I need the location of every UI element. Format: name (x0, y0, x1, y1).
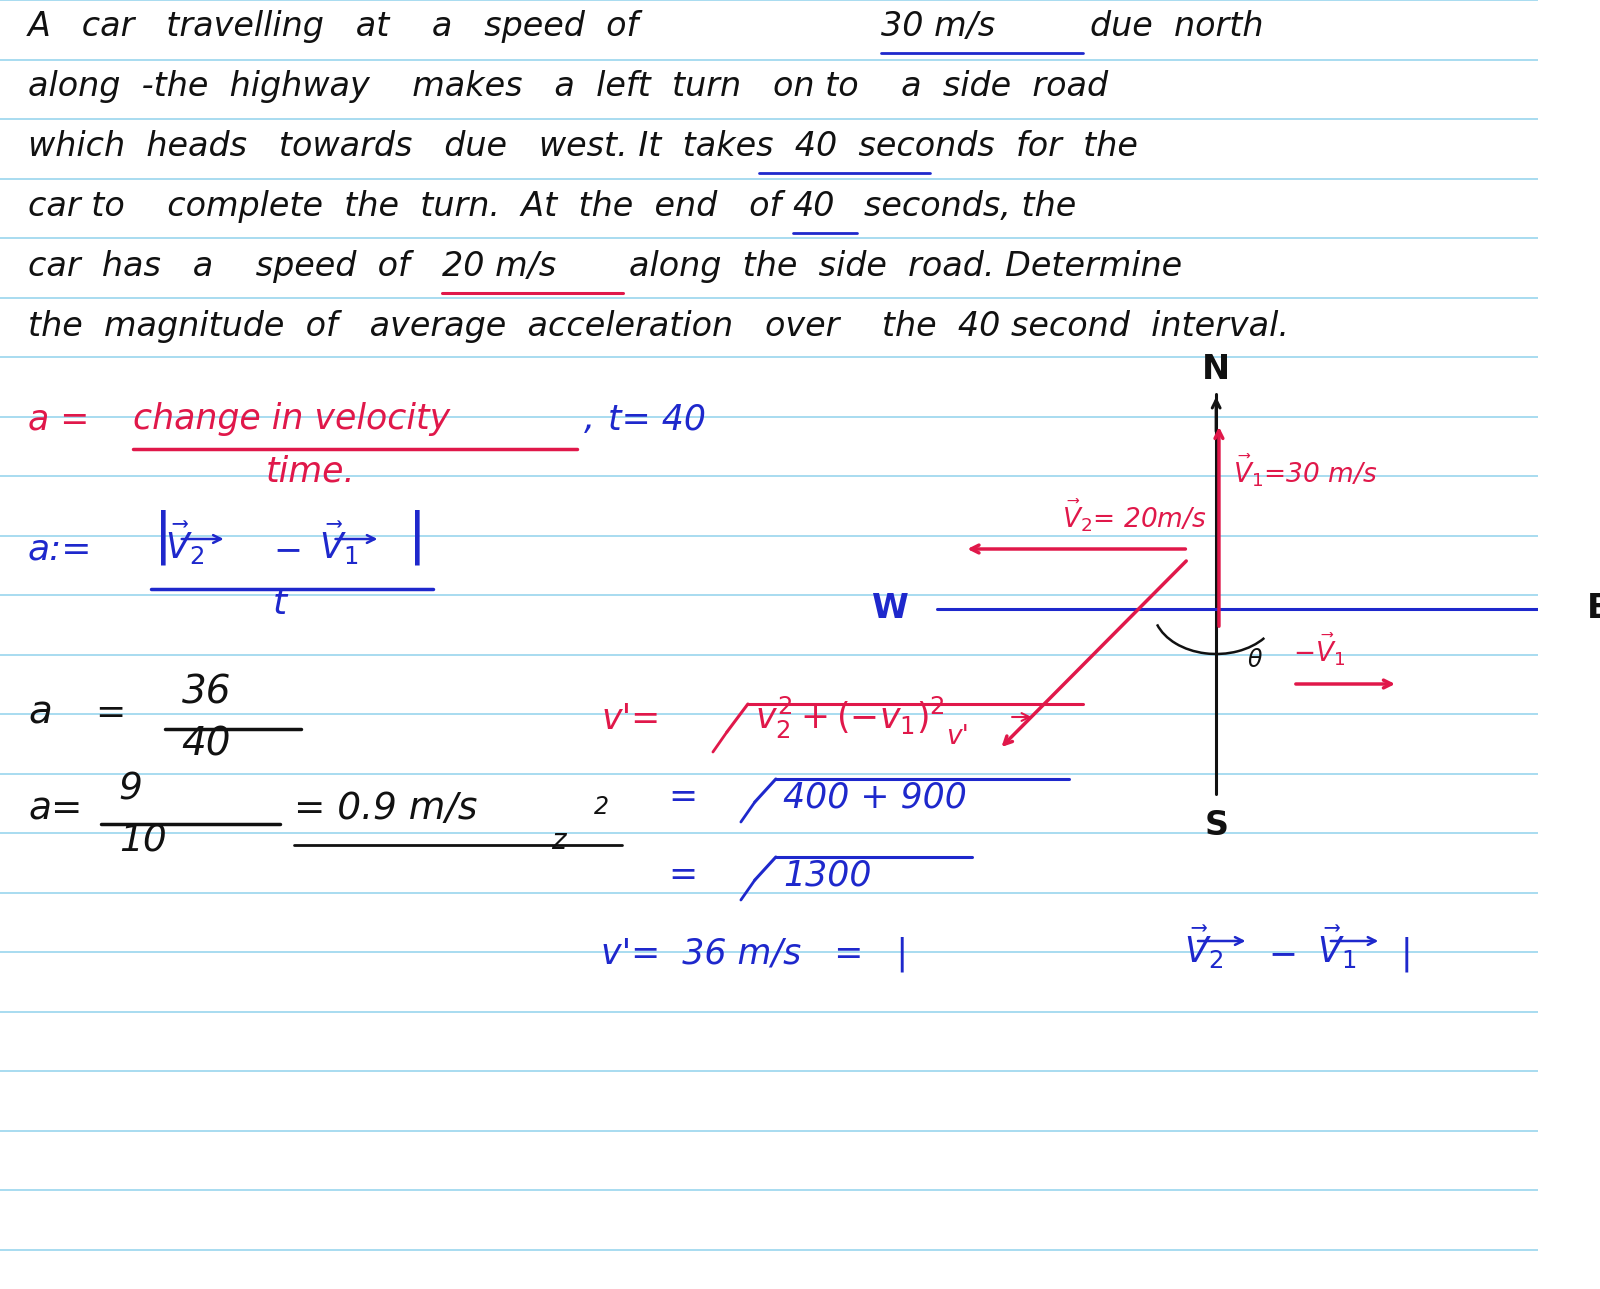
Text: $\vec{V}_2$: $\vec{V}_2$ (165, 519, 205, 567)
Text: time.: time. (266, 454, 355, 489)
Text: 40: 40 (792, 189, 835, 223)
Text: 20 m/s: 20 m/s (442, 250, 555, 284)
Text: change in velocity: change in velocity (133, 402, 450, 436)
Text: due  north: due north (1090, 10, 1264, 43)
Text: z: z (550, 828, 565, 855)
Text: $\vec{V}_2$: $\vec{V}_2$ (1184, 923, 1222, 971)
Text: $v_2^2 + (-v_1)^2$: $v_2^2 + (-v_1)^2$ (755, 695, 946, 741)
Text: $\vec{V}_2$= 20m/s: $\vec{V}_2$= 20m/s (1062, 496, 1206, 534)
Text: $\vec{V}_1$: $\vec{V}_1$ (1317, 923, 1357, 971)
Text: 30 m/s: 30 m/s (880, 10, 995, 43)
Text: 2: 2 (594, 795, 610, 819)
Text: = 0.9 m/s: = 0.9 m/s (293, 791, 477, 828)
Text: a=: a= (27, 791, 82, 828)
Text: a =: a = (27, 402, 101, 436)
Text: |: | (1400, 936, 1413, 972)
Text: $-\vec{V}_1$: $-\vec{V}_1$ (1293, 630, 1346, 668)
Text: N: N (1202, 353, 1230, 385)
Text: 9: 9 (118, 771, 142, 807)
Text: along  -the  highway    makes   a  left  turn   on to    a  side  road: along -the highway makes a left turn on … (27, 70, 1109, 103)
Text: ,: , (584, 402, 595, 436)
Text: 10: 10 (118, 822, 166, 858)
Text: $\vec{V}_1$: $\vec{V}_1$ (318, 519, 358, 567)
Text: $\vec{V}_1$=30 m/s: $\vec{V}_1$=30 m/s (1234, 452, 1378, 489)
Text: =: = (669, 858, 698, 892)
Text: S: S (1205, 809, 1229, 842)
Text: |: | (408, 509, 427, 565)
Text: A   car   travelling   at    a   speed  of: A car travelling at a speed of (27, 10, 640, 43)
Text: car  has   a    speed  of: car has a speed of (27, 250, 410, 284)
Text: along  the  side  road. Determine: along the side road. Determine (629, 250, 1182, 284)
Text: t: t (272, 586, 286, 621)
Text: =: = (669, 780, 698, 813)
Text: $-$: $-$ (1267, 936, 1296, 971)
Text: =: = (94, 696, 125, 730)
Text: E: E (1587, 593, 1600, 625)
Text: v': v' (946, 724, 970, 750)
Text: seconds, the: seconds, the (864, 189, 1077, 223)
Text: 1300: 1300 (782, 858, 872, 892)
Text: $\theta$: $\theta$ (1246, 648, 1262, 672)
Text: W: W (872, 593, 909, 625)
Text: car to    complete  the  turn.  At  the  end   of: car to complete the turn. At the end of (27, 189, 781, 223)
Text: 36: 36 (182, 673, 232, 712)
Text: 400 + 900: 400 + 900 (782, 780, 966, 813)
Text: t= 40: t= 40 (608, 402, 706, 436)
Text: a:=: a:= (27, 532, 93, 566)
Text: a: a (27, 693, 51, 731)
Text: |: | (154, 509, 173, 565)
Text: v'=  36 m/s   =   |: v'= 36 m/s = | (602, 936, 909, 972)
Text: the  magnitude  of   average  acceleration   over    the  40 second  interval.: the magnitude of average acceleration ov… (27, 309, 1290, 343)
Text: 40: 40 (182, 724, 232, 763)
Text: $-$: $-$ (272, 532, 299, 566)
Text: which  heads   towards   due   west. It  takes  40  seconds  for  the: which heads towards due west. It takes 4… (27, 130, 1138, 162)
Text: v'=: v'= (602, 703, 661, 736)
